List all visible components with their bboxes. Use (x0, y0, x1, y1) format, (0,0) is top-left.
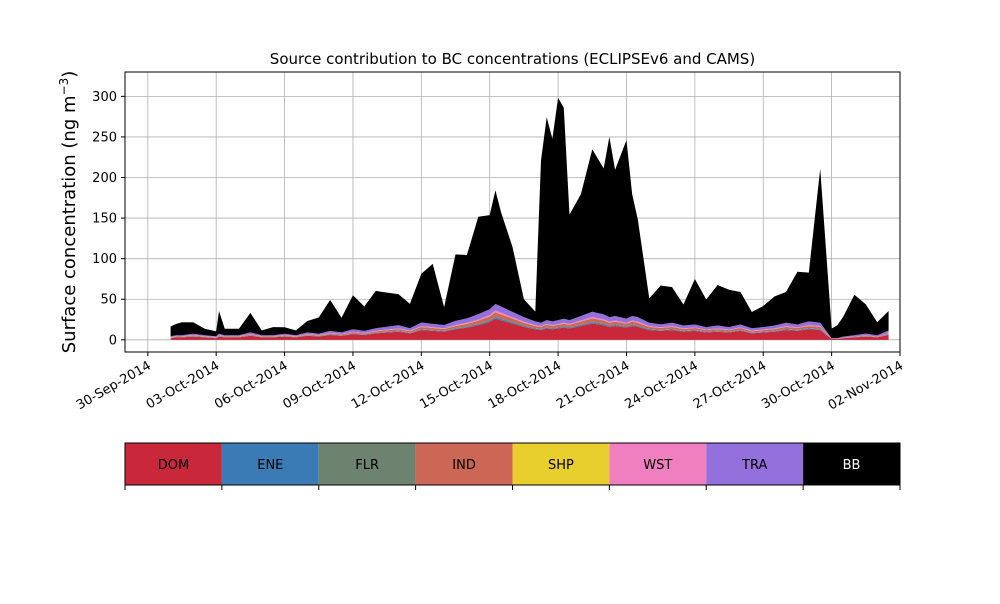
x-tick-label: 27-Oct-2014 (691, 358, 769, 412)
legend-swatch-ind (415, 443, 513, 485)
x-tick-label: 24-Oct-2014 (622, 358, 700, 412)
x-tick-label: 09-Oct-2014 (281, 358, 359, 412)
area-ind (170, 312, 889, 339)
y-tick-label: 200 (92, 171, 117, 186)
y-axis-label-main: Surface concentration (ng m (59, 95, 80, 353)
y-axis-ticks: 0 50 100 150 200 250 300 (92, 90, 125, 348)
legend-swatch-bb (803, 443, 900, 485)
legend-label-tra: TRA (741, 458, 767, 473)
legend-label-ene: ENE (257, 458, 283, 473)
legend-swatch-wst (609, 443, 707, 485)
y-tick-label: 300 (92, 90, 117, 105)
x-tick-label: 15-Oct-2014 (417, 358, 495, 412)
legend-label-flr: FLR (355, 458, 379, 473)
x-tick-label: 03-Oct-2014 (144, 358, 222, 412)
y-axis-label-superscript: −3 (57, 78, 71, 96)
x-tick-label: 18-Oct-2014 (486, 358, 564, 412)
legend-swatch-shp (512, 443, 610, 485)
y-tick-label: 250 (92, 130, 117, 145)
y-tick-label: 0 (109, 333, 117, 348)
y-tick-label: 100 (92, 252, 117, 267)
legend-swatch-tra (706, 443, 804, 485)
x-tick-label: 21-Oct-2014 (554, 358, 632, 412)
legend-label-ind: IND (452, 458, 476, 473)
chart-title: Source contribution to BC concentrations… (270, 50, 755, 68)
x-tick-label: 30-Sep-2014 (74, 358, 154, 413)
area-bb (170, 97, 889, 339)
y-tick-label: 50 (100, 293, 117, 308)
area-dom (170, 318, 889, 340)
legend-swatch-ene (221, 443, 319, 485)
legend-swatch-dom (125, 443, 222, 485)
area-tra (170, 303, 889, 339)
legend-label-wst: WST (643, 458, 672, 473)
x-tick-label: 02-Nov-2014 (826, 358, 906, 413)
stacked-areas (170, 97, 889, 340)
x-tick-label: 12-Oct-2014 (349, 358, 427, 412)
legend-label-dom: DOM (158, 458, 189, 473)
plot-frame (124, 71, 901, 353)
area-ene (170, 317, 889, 340)
legend-label-shp: SHP (548, 458, 574, 473)
y-axis-label-suffix: ) (59, 71, 80, 78)
x-tick-label: 06-Oct-2014 (212, 358, 290, 412)
x-tick-label: 30-Oct-2014 (759, 358, 837, 412)
y-tick-label: 150 (92, 212, 117, 227)
legend-swatch-flr (318, 443, 416, 485)
y-axis-label: Surface concentration (ng m−3) (57, 71, 80, 354)
legend-label-bb: BB (843, 458, 861, 473)
x-axis-ticks: 30-Sep-201403-Oct-201406-Oct-201409-Oct-… (74, 352, 906, 413)
legend-colorbar: DOM ENE FLR IND SHP WST TRA BB (124, 442, 901, 490)
